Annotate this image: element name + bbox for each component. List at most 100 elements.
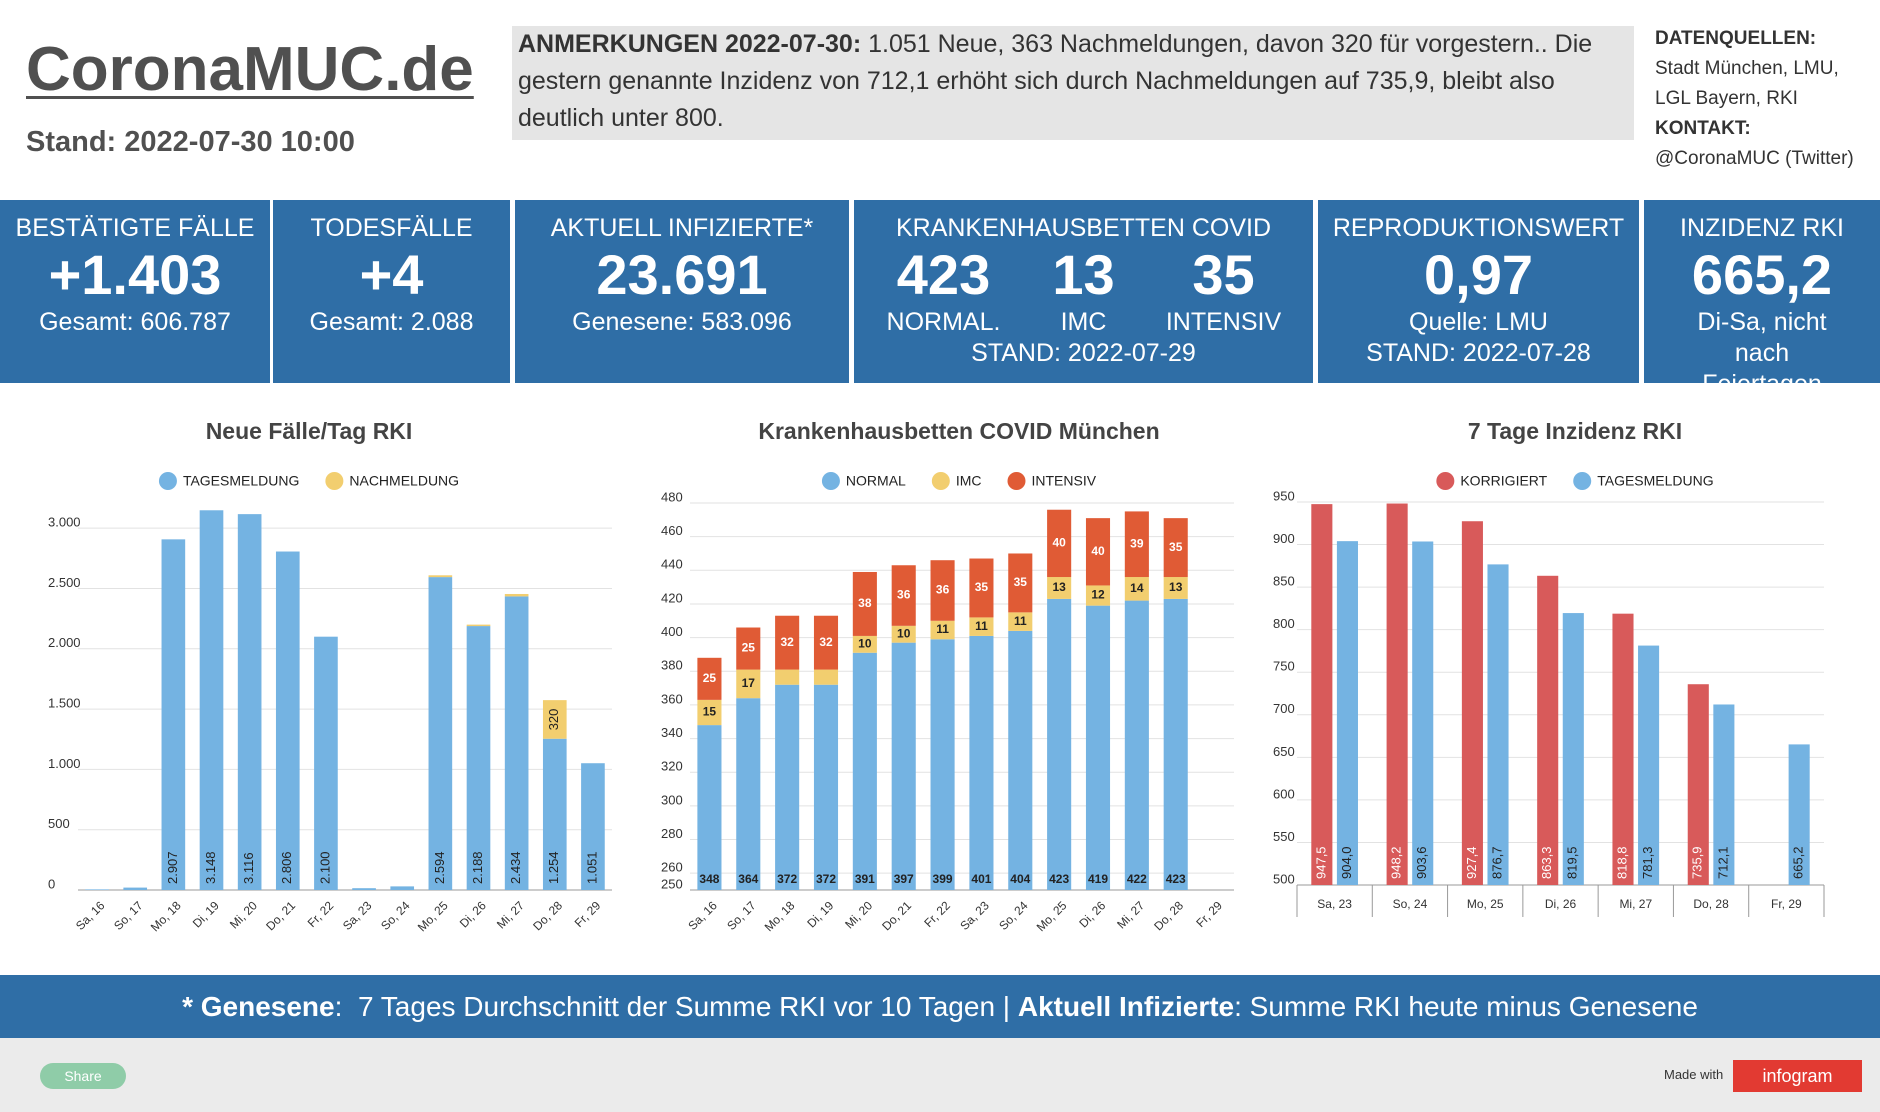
kpi-value: 23.691 xyxy=(596,243,768,306)
kpi-line: Di-Sa, nicht nach Feiertagen xyxy=(1697,308,1827,398)
y-tick-label: 1.000 xyxy=(48,756,81,771)
bar xyxy=(466,626,491,890)
x-tick-label: Fr, 22 xyxy=(305,898,337,930)
kpi-label: IMC xyxy=(1060,308,1107,336)
x-tick-label: Fr, 29 xyxy=(572,898,604,930)
chart-title: Neue Fälle/Tag RKI xyxy=(206,418,413,444)
value-label: 15 xyxy=(703,705,717,719)
notes: ANMERKUNGEN 2022-07-30: 1.051 Neue, 363 … xyxy=(512,26,1634,140)
x-tick-label: Do, 21 xyxy=(879,898,914,933)
bar xyxy=(1336,541,1358,885)
y-tick-label: 800 xyxy=(1273,616,1295,631)
value-label: 40 xyxy=(1091,544,1105,558)
bar xyxy=(1124,600,1149,890)
kpi-title: KRANKENHAUSBETTEN COVID xyxy=(895,214,1272,242)
value-label: 35 xyxy=(1014,575,1028,589)
value-label: 38 xyxy=(858,596,872,610)
bar xyxy=(1008,553,1033,613)
bar xyxy=(891,565,916,626)
kpi-value: 665,2 xyxy=(1691,243,1833,306)
value-label: 397 xyxy=(894,872,914,886)
bar xyxy=(1788,744,1810,885)
x-tick-label: So, 17 xyxy=(724,898,759,933)
y-tick-label: 600 xyxy=(1273,786,1295,801)
bar xyxy=(1047,598,1072,890)
share-button[interactable]: Share xyxy=(40,1063,126,1089)
footer-part: Aktuell Infizierte xyxy=(1017,991,1235,1022)
bar xyxy=(697,657,722,700)
x-tick-label: Do, 28 xyxy=(1151,898,1186,933)
value-label: 423 xyxy=(1049,872,1069,886)
kpi-label: INTENSIV xyxy=(1165,308,1282,336)
x-tick-label: Di, 19 xyxy=(804,898,836,930)
value-label: 17 xyxy=(742,676,756,690)
value-label: 32 xyxy=(819,635,833,649)
bar xyxy=(390,886,415,890)
bar xyxy=(930,560,955,621)
legend-label: IMC xyxy=(956,473,982,489)
y-tick-label: 3.000 xyxy=(48,515,81,530)
y-tick-label: 460 xyxy=(661,523,683,538)
value-label: 11 xyxy=(1014,614,1027,628)
kpi-line: STAND: 2022-07-29 xyxy=(971,339,1196,367)
bar xyxy=(930,639,955,890)
value-label: 422 xyxy=(1127,872,1147,886)
x-tick-label: Do, 21 xyxy=(263,898,298,933)
bar xyxy=(1638,645,1660,885)
x-tick-label: Mi, 27 xyxy=(1114,898,1147,931)
kpi-value: +4 xyxy=(359,243,424,306)
y-tick-label: 400 xyxy=(661,624,683,639)
x-tick-label: Fr, 22 xyxy=(921,898,953,930)
notes-label: ANMERKUNGEN 2022-07-30: xyxy=(518,30,862,58)
kpi-box: INZIDENZ RKI 665,2 Di-Sa, nicht nach Feier… xyxy=(1644,200,1880,398)
y-tick-label: 280 xyxy=(661,826,683,841)
bar xyxy=(736,669,761,699)
bar xyxy=(542,700,567,739)
legend-swatch xyxy=(1007,472,1026,490)
bar xyxy=(1124,577,1149,601)
value-label: 819,5 xyxy=(1565,846,1580,879)
brand: infogram xyxy=(1733,1060,1862,1092)
bar xyxy=(1612,613,1634,885)
y-tick-label: 700 xyxy=(1273,701,1295,716)
y-tick-label: 260 xyxy=(661,860,683,875)
value-label: 404 xyxy=(1010,872,1030,886)
y-tick-label: 250 xyxy=(661,876,683,891)
value-label: 665,2 xyxy=(1791,846,1806,879)
value-label: 40 xyxy=(1052,536,1066,550)
x-tick-label: Do, 28 xyxy=(1693,897,1729,911)
made-with: Made with xyxy=(1664,1067,1724,1082)
bar xyxy=(697,725,722,890)
contact: @CoronaMUC (Twitter) xyxy=(1655,148,1854,169)
kpi-title: INZIDENZ RKI xyxy=(1680,214,1844,242)
notes-text: 1.051 Neue, 363 Nachmeldungen, davon 320… xyxy=(518,30,1593,132)
bar xyxy=(504,593,529,597)
bar xyxy=(1163,577,1188,599)
bar xyxy=(775,615,800,670)
y-tick-label: 2.000 xyxy=(48,635,81,650)
x-tick-label: Fr, 29 xyxy=(1771,897,1802,911)
x-tick-label: So, 24 xyxy=(378,898,413,933)
value-label: 401 xyxy=(971,872,991,886)
bar xyxy=(161,539,186,890)
bar xyxy=(969,558,994,618)
bar xyxy=(930,620,955,640)
value-label: 903,6 xyxy=(1414,846,1429,879)
bar xyxy=(123,887,148,890)
value-label: 39 xyxy=(1130,536,1144,550)
legend: TAGESMELDUNG NACHMELDUNG xyxy=(158,472,459,490)
bar xyxy=(969,635,994,890)
x-tick-label: Di, 26 xyxy=(457,898,489,930)
legend-label: NORMAL xyxy=(846,473,906,489)
y-tick-label: 0 xyxy=(48,876,55,891)
kpi-label: NORMAL. xyxy=(886,308,1001,336)
bar xyxy=(1163,598,1188,890)
stand: Stand: 2022-07-30 10:00 xyxy=(26,126,355,158)
bar xyxy=(775,684,800,890)
bar xyxy=(697,699,722,726)
bar xyxy=(199,510,224,890)
legend-swatch xyxy=(931,472,950,490)
bar xyxy=(1085,518,1111,586)
kpi-box: KRANKENHAUSBETTEN COVID 423 NORMAL. 13 IMC 35… xyxy=(854,200,1313,383)
bar xyxy=(1487,564,1509,885)
